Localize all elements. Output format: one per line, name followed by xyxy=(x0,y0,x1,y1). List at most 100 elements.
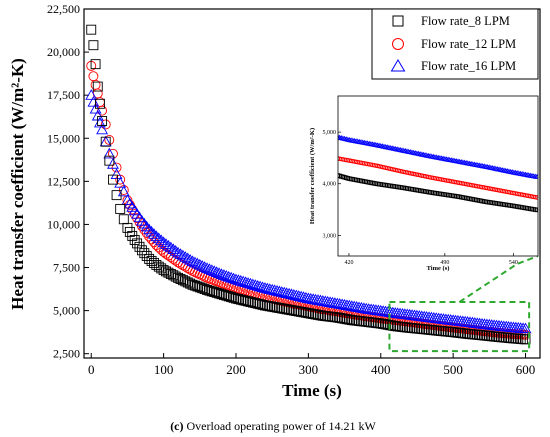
circle-marker-icon xyxy=(392,38,404,50)
data-point xyxy=(167,243,180,255)
data-point xyxy=(108,148,118,159)
data-point xyxy=(176,249,189,261)
inset-y-tick-label: 3,000 xyxy=(323,233,337,239)
data-point xyxy=(90,59,101,70)
inset-frame xyxy=(337,95,539,257)
zoom-callout xyxy=(388,255,539,353)
y-tick-label: 5,000 xyxy=(53,304,80,318)
zoom-connector-line xyxy=(458,255,539,303)
y-axis-title: Heat transfer coefficient (W/m²-K) xyxy=(8,58,27,310)
data-point xyxy=(148,228,160,239)
x-tick-label: 100 xyxy=(154,362,174,377)
data-point xyxy=(118,214,129,225)
data-point xyxy=(85,89,98,100)
data-point xyxy=(100,119,111,130)
data-point xyxy=(184,253,197,265)
legend: Flow rate_8 LPM Flow rate_12 LPM Flow ra… xyxy=(371,8,539,80)
data-point xyxy=(222,270,235,282)
x-tick-label: 0 xyxy=(88,362,95,377)
data-point xyxy=(150,230,163,242)
x-tick-label: 300 xyxy=(299,362,319,377)
y-tick-label: 22,500 xyxy=(47,2,80,16)
data-point xyxy=(97,116,108,126)
inset-y-tick-label: 4,000 xyxy=(323,182,337,188)
data-point xyxy=(225,271,238,283)
legend-label-12lpm: Flow rate_12 LPM xyxy=(421,37,516,51)
data-point xyxy=(115,203,126,214)
data-point xyxy=(164,241,177,253)
data-point xyxy=(193,258,206,270)
caption-text: Overload operating power of 14.21 kW xyxy=(187,419,377,433)
y-tick-label: 20,000 xyxy=(47,45,80,59)
x-tick-label: 400 xyxy=(371,362,391,377)
data-point xyxy=(205,264,218,275)
x-tick-label: 500 xyxy=(443,362,463,377)
data-point xyxy=(162,239,175,251)
data-point xyxy=(160,238,172,249)
data-point xyxy=(111,190,122,201)
data-point xyxy=(104,155,115,166)
y-tick-label: 15,000 xyxy=(47,131,80,145)
data-point xyxy=(88,40,99,51)
triangle-marker-icon xyxy=(390,59,406,72)
data-point xyxy=(96,123,109,135)
data-point xyxy=(169,245,182,256)
data-point xyxy=(88,71,99,82)
y-tick-label: 17,500 xyxy=(47,88,80,102)
data-point xyxy=(155,234,168,246)
data-point xyxy=(152,232,165,244)
data-point xyxy=(138,217,151,229)
zoom-region-box xyxy=(388,300,531,353)
legend-label-16lpm: Flow rate_16 LPM xyxy=(421,59,516,73)
series-square xyxy=(86,24,531,345)
data-point xyxy=(140,220,153,232)
inset-background xyxy=(338,96,538,256)
data-point xyxy=(103,147,116,159)
data-point xyxy=(198,261,211,272)
data-point xyxy=(210,266,223,277)
caption-letter: (c) xyxy=(170,419,183,433)
data-point xyxy=(86,24,97,35)
inset-x-tick-label: 540 xyxy=(509,260,518,266)
inset-x-tick-label: 420 xyxy=(344,260,353,266)
data-point xyxy=(92,81,103,92)
data-point xyxy=(196,259,209,271)
plot-frame xyxy=(83,8,541,359)
inset-data-point xyxy=(534,195,538,200)
data-point xyxy=(220,270,233,281)
data-point xyxy=(186,255,199,267)
inset-y-tick-label: 5,000 xyxy=(323,130,337,136)
data-point xyxy=(146,234,157,245)
data-point xyxy=(94,98,105,109)
x-axis-title: Time (s) xyxy=(282,381,342,400)
data-point xyxy=(174,248,187,259)
y-tick-label: 10,000 xyxy=(47,217,80,231)
data-point xyxy=(135,214,148,226)
data-point xyxy=(110,168,123,180)
inset-axis-ticks: 420 490 540 3,000 4,000 5,000 xyxy=(323,130,518,266)
data-point xyxy=(181,252,194,264)
data-point xyxy=(172,246,185,258)
data-point xyxy=(189,256,201,268)
inset-data-point xyxy=(534,207,538,213)
y-tick-label: 2,500 xyxy=(53,347,80,361)
axis-ticks: 0 100 200 300 400 500 600 2,500 5,000 7,500 10,000… xyxy=(47,2,535,377)
legend-item-16lpm: Flow rate_16 LPM xyxy=(390,59,516,73)
x-tick-label: 600 xyxy=(516,362,536,377)
data-point xyxy=(519,322,532,334)
inset-y-axis-title: Heat transfer coefficient (W/m²-K) xyxy=(309,128,316,224)
data-point xyxy=(108,174,118,185)
data-point xyxy=(157,236,170,248)
data-point xyxy=(215,268,228,280)
data-point xyxy=(107,158,119,169)
data-point xyxy=(111,162,122,173)
inset-x-tick-label: 490 xyxy=(440,260,449,266)
figure-caption: (c) Overload operating power of 14.21 kW xyxy=(170,419,376,433)
data-point xyxy=(118,185,129,195)
legend-box xyxy=(371,8,539,80)
data-point xyxy=(87,95,100,107)
inset-series-circle xyxy=(338,156,538,200)
data-point xyxy=(145,225,158,237)
data-point xyxy=(208,265,221,276)
